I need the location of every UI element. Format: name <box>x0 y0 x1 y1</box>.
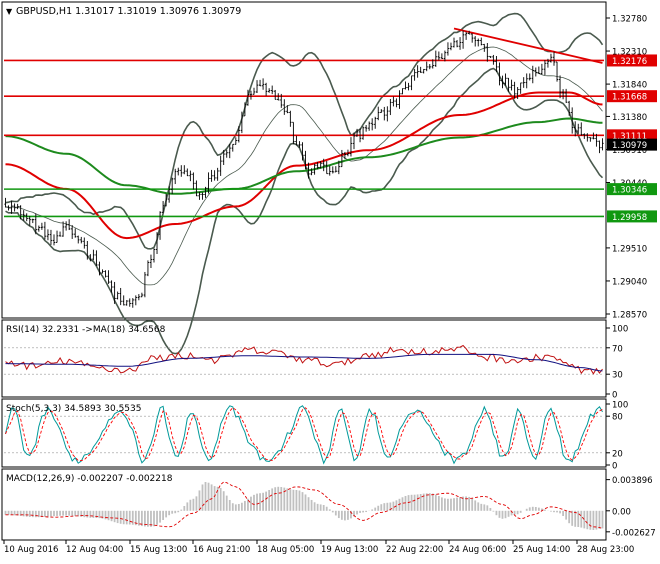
price-level-tag-bg <box>607 90 657 103</box>
y-tick-label: 100 <box>612 325 628 335</box>
y-tick-label: 100 <box>612 401 628 411</box>
x-tick-label: 24 Aug 06:00 <box>449 545 506 555</box>
x-tick-label: 15 Aug 13:00 <box>130 545 187 555</box>
price-panel-title: GBPUSD,H1 1.31017 1.31019 1.30976 1.3097… <box>16 6 241 17</box>
price-panel-frame <box>1 1 607 319</box>
y-tick-label: 1.31380 <box>612 113 647 123</box>
stoch-signal-line <box>5 406 603 462</box>
price-panel <box>4 12 604 355</box>
trend-line <box>453 27 603 64</box>
moving-average-green <box>5 117 603 195</box>
current-price-tag: 1.30979 <box>612 141 647 151</box>
macd-signal-line <box>5 481 603 529</box>
price-level-tag: 1.31111 <box>612 132 647 142</box>
y-tick-label: 0 <box>612 462 617 472</box>
y-tick-label: 0 <box>612 391 617 401</box>
stoch-main-line <box>5 405 603 465</box>
price-level-tag: 1.31668 <box>612 93 647 103</box>
price-level-tag-bg <box>607 210 657 223</box>
y-tick-label: 1.30910 <box>612 146 647 156</box>
y-tick-label: 1.28570 <box>612 311 647 321</box>
macd-panel-title: MACD(12,26,9) -0.002207 -0.002218 <box>6 474 173 484</box>
y-tick-label: 20 <box>612 449 623 459</box>
macd-panel-frame <box>1 468 607 541</box>
chart-menu-arrow-icon[interactable]: ▼ <box>6 7 13 16</box>
y-tick-label: 1.29040 <box>612 277 647 287</box>
rsi-panel-frame <box>1 319 607 398</box>
x-tick-label: 10 Aug 2016 <box>4 545 58 555</box>
bollinger-lower-band <box>5 67 604 355</box>
macd-panel <box>4 481 604 530</box>
x-tick-label: 12 Aug 04:00 <box>66 545 123 555</box>
current-price-tag-bg <box>607 138 657 151</box>
y-tick-label: 0.00 <box>612 507 631 517</box>
x-tick-label: 25 Aug 14:00 <box>513 545 570 555</box>
bollinger-upper-band <box>5 12 604 250</box>
price-level-tag: 1.30346 <box>612 186 647 196</box>
bollinger-middle-band <box>5 46 603 286</box>
price-level-tag-bg <box>607 54 657 67</box>
stoch-panel-title: Stoch(5,3,3) 34.5893 30.5535 <box>6 404 141 414</box>
moving-average-red <box>5 91 603 240</box>
rsi-panel <box>4 344 604 375</box>
stoch-panel <box>4 405 604 465</box>
stoch-panel-frame <box>1 398 607 468</box>
price-level-tag-bg <box>607 183 657 196</box>
rsi-panel-title: RSI(14) 32.2331 ->MA(18) 34.6568 <box>6 325 166 335</box>
x-tick-label: 16 Aug 21:00 <box>193 545 250 555</box>
price-level-tag-bg <box>607 129 657 142</box>
price-level-tag: 1.32176 <box>612 57 647 67</box>
x-tick-label: 19 Aug 13:00 <box>321 545 378 555</box>
x-tick-label: 22 Aug 22:00 <box>386 545 443 555</box>
rsi-line <box>5 344 603 375</box>
x-tick-label: 18 Aug 05:00 <box>257 545 314 555</box>
price-level-tag: 1.29958 <box>612 213 647 223</box>
y-tick-label: 1.29510 <box>612 244 647 254</box>
y-tick-label: 80 <box>612 413 623 423</box>
y-tick-label: 30 <box>612 371 623 381</box>
y-tick-label: 70 <box>612 344 623 354</box>
y-tick-label: 1.32780 <box>612 15 647 25</box>
rsi-ma-line <box>5 353 603 372</box>
y-tick-label: -0.002627 <box>612 528 656 538</box>
x-tick-label: 28 Aug 23:00 <box>577 545 634 555</box>
y-tick-label: 0.003896 <box>612 476 653 486</box>
y-tick-label: 1.31840 <box>612 81 647 91</box>
axis-labels: 1.327801.323101.318401.313801.309101.304… <box>3 15 657 555</box>
y-tick-label: 1.32310 <box>612 48 647 58</box>
